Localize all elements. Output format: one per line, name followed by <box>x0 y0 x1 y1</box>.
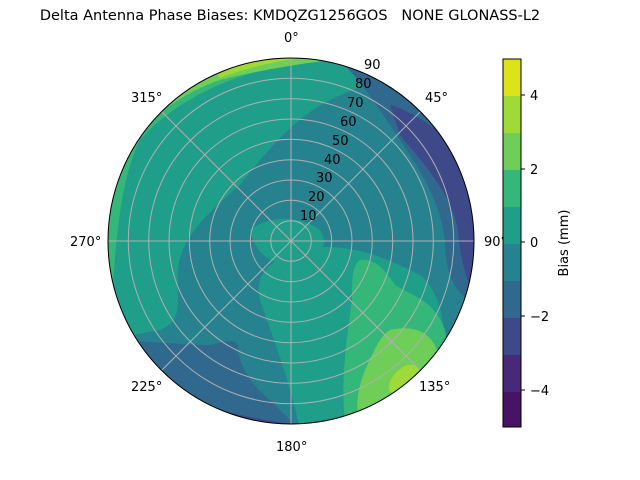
radial-tick: 80 <box>355 77 372 92</box>
colorbar-tick: 4 <box>530 89 538 104</box>
polar-grid <box>108 58 474 424</box>
radial-tick: 50 <box>332 134 349 149</box>
radial-tick: 90 <box>364 58 381 73</box>
angular-tick: 90° <box>484 235 507 250</box>
radial-tick: 20 <box>308 190 325 205</box>
colorbar: 4 2 0 −2 −4 Bias (mm) <box>502 58 572 428</box>
colorbar-tick: −2 <box>530 310 549 325</box>
radial-tick: 40 <box>324 153 341 168</box>
angular-tick: 225° <box>131 380 162 395</box>
angular-tick: 45° <box>425 91 448 106</box>
colorbar-label: Bias (mm) <box>557 210 572 277</box>
colorbar-tick: 0 <box>530 236 538 251</box>
angular-tick: 0° <box>284 31 299 46</box>
colorbar-tick: 2 <box>530 163 538 178</box>
colorbar-tick: −4 <box>530 384 549 399</box>
polar-frame <box>107 57 475 425</box>
angular-tick: 135° <box>419 380 450 395</box>
radial-tick: 30 <box>316 171 333 186</box>
radial-tick: 60 <box>340 115 357 130</box>
chart-title: Delta Antenna Phase Biases: KMDQZG1256GO… <box>39 8 541 24</box>
radial-tick: 10 <box>300 209 317 224</box>
radial-tick: 70 <box>347 96 364 111</box>
angular-tick: 315° <box>131 91 162 106</box>
radial-tick-labels: 10 20 30 40 50 60 70 80 90 <box>300 58 381 224</box>
angular-tick: 270° <box>70 235 101 250</box>
angular-tick-labels: 0° 45° 90° 135° 180° 225° 270° 315° <box>70 31 507 455</box>
angular-tick: 180° <box>276 440 307 455</box>
